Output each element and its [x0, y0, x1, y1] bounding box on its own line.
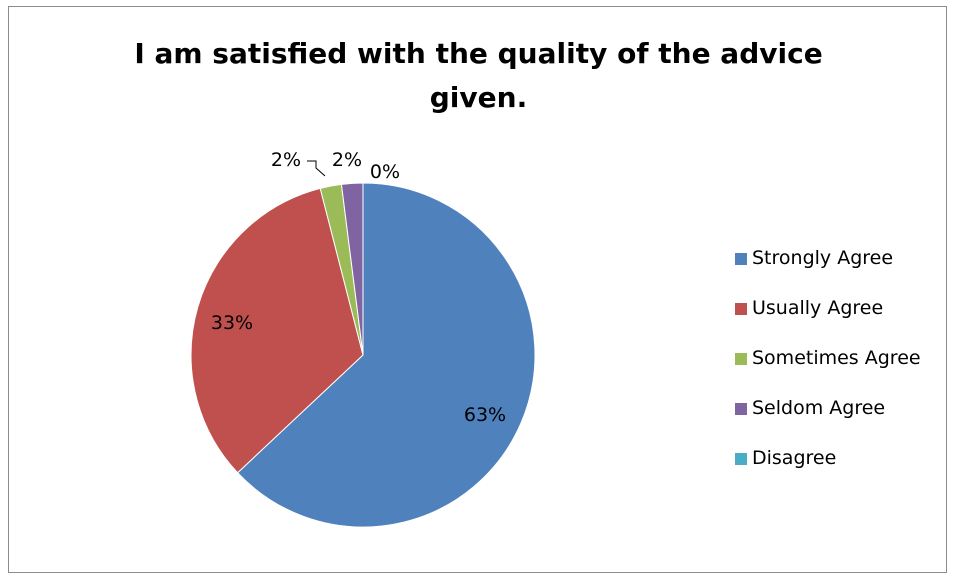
data-label-seldom-agree: 2% — [332, 149, 362, 171]
legend-label-strongly-agree: Strongly Agree — [752, 247, 894, 269]
data-label-sometimes-agree: 2% — [271, 149, 301, 171]
chart-title-line-2: given. — [429, 81, 528, 114]
pie-slice-usually-agree — [190, 187, 364, 474]
pie-slice-strongly-agree — [236, 182, 536, 528]
chart-title: I am satisfied with the quality of the a… — [0, 32, 957, 120]
legend-label-sometimes-agree: Sometimes Agree — [752, 347, 921, 369]
legend-swatch-disagree — [735, 453, 747, 465]
legend-label-disagree: Disagree — [752, 447, 837, 469]
legend-swatch-usually-agree — [735, 303, 747, 315]
pie-slice-seldom-agree — [340, 182, 364, 356]
data-label-usually-agree: 33% — [211, 312, 253, 334]
legend-swatch-seldom-agree — [735, 403, 747, 415]
data-label-strongly-agree: 63% — [464, 404, 506, 426]
data-label-disagree: 0% — [370, 161, 400, 183]
legend-swatch-sometimes-agree — [735, 353, 747, 365]
legend-label-seldom-agree: Seldom Agree — [752, 397, 886, 419]
leader-line — [307, 160, 326, 177]
legend-swatch-strongly-agree — [735, 253, 747, 265]
legend-label-usually-agree: Usually Agree — [752, 297, 884, 319]
chart-title-line-1: I am satisfied with the quality of the a… — [134, 37, 823, 70]
